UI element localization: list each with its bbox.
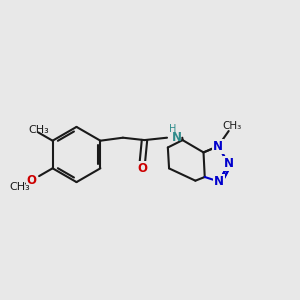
Text: O: O: [27, 174, 37, 187]
Text: CH₃: CH₃: [223, 121, 242, 130]
Text: N: N: [214, 175, 224, 188]
Text: N: N: [172, 131, 182, 144]
Text: H: H: [169, 124, 176, 134]
Text: N: N: [213, 140, 223, 153]
Text: CH₃: CH₃: [9, 182, 30, 192]
Text: CH₃: CH₃: [28, 125, 49, 135]
Text: N: N: [224, 157, 234, 170]
Text: O: O: [137, 162, 147, 175]
